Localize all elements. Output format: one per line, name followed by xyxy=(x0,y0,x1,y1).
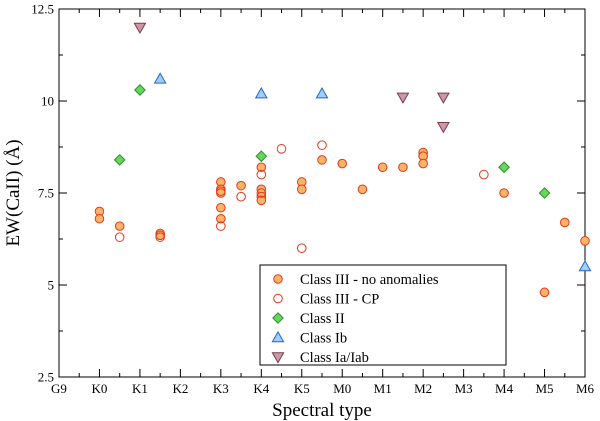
y-tick-label-7.5: 7.5 xyxy=(38,186,54,201)
point-series0-26 xyxy=(539,287,550,298)
point-series1-10 xyxy=(479,169,489,180)
legend-label-2: Class II xyxy=(300,311,345,327)
legend-label-4: Class Ia/Iab xyxy=(300,350,369,366)
x-tick-label-M6: M6 xyxy=(576,381,595,396)
legend-marker-3 xyxy=(271,330,285,343)
x-axis-label: Spectral type xyxy=(272,400,372,421)
point-series0-25 xyxy=(499,188,509,198)
point-series2-1 xyxy=(134,84,146,96)
point-series4-2 xyxy=(436,92,450,104)
point-series1-5 xyxy=(256,169,267,180)
point-series0-24 xyxy=(418,158,428,169)
point-series0-27 xyxy=(559,217,570,228)
point-series1-8 xyxy=(296,243,307,253)
x-tick-label-K5: K5 xyxy=(294,381,310,396)
x-tick-label-M2: M2 xyxy=(414,381,432,396)
point-series0-14 xyxy=(256,195,267,206)
data-points xyxy=(94,22,592,298)
x-tick-label-K0: K0 xyxy=(92,381,108,396)
x-tick-label-M0: M0 xyxy=(333,381,351,396)
point-series3-2 xyxy=(315,87,329,99)
y-axis-label: EW(CaII) (Å) xyxy=(3,139,24,246)
legend-label-0: Class III - no anomalies xyxy=(300,272,439,288)
point-series1-3 xyxy=(216,221,226,231)
axis-ticks: G9 K0 K1 K2 K3 K4 K5 M0 M1 M2 M3 M4 M5 M6 2.5 5 7.5 10 12.… xyxy=(31,2,594,397)
point-series1-1 xyxy=(155,232,165,242)
point-series0-19 xyxy=(357,184,368,195)
x-tick-label-M3: M3 xyxy=(455,381,473,396)
legend-marker-1 xyxy=(273,293,283,304)
x-tick-label-G9: G9 xyxy=(51,381,67,396)
point-series0-7 xyxy=(216,188,226,198)
point-series4-3 xyxy=(436,122,450,134)
point-series0-20 xyxy=(377,162,388,173)
y-tick-label-5: 5 xyxy=(48,278,55,293)
point-series1-0 xyxy=(114,232,125,242)
legend-label-3: Class Ib xyxy=(300,331,347,347)
point-series0-10 xyxy=(236,180,246,191)
legend-label-1: Class III - CP xyxy=(300,292,379,308)
point-series0-11 xyxy=(256,162,267,173)
point-series2-4 xyxy=(538,187,551,199)
x-tick-label-K3: K3 xyxy=(213,381,229,396)
point-series0-2 xyxy=(114,221,125,231)
point-series3-3 xyxy=(578,259,592,272)
x-tick-label-K1: K1 xyxy=(132,381,148,396)
legend: Class III - no anomalies Class III - CP Cl… xyxy=(259,264,507,366)
point-series1-9 xyxy=(317,140,327,150)
point-series1-2 xyxy=(216,186,226,196)
point-series2-3 xyxy=(498,161,510,174)
x-tick-label-M4: M4 xyxy=(495,381,514,396)
point-series0-9 xyxy=(216,213,226,224)
point-series1-4 xyxy=(236,191,246,202)
point-series0-8 xyxy=(216,202,226,213)
x-tick-label-M5: M5 xyxy=(536,381,554,396)
y-tick-label-12.5: 12.5 xyxy=(31,2,54,17)
point-series4-0 xyxy=(133,22,147,35)
y-tick-label-2.5: 2.5 xyxy=(38,370,54,385)
point-series0-17 xyxy=(317,155,327,165)
x-tick-label-M1: M1 xyxy=(374,381,392,396)
legend-marker-0 xyxy=(273,274,283,284)
point-series0-4 xyxy=(155,230,165,241)
legend-marker-2 xyxy=(272,312,284,324)
point-series0-21 xyxy=(398,162,408,173)
point-series4-1 xyxy=(396,92,410,104)
point-series3-1 xyxy=(254,87,268,99)
point-series1-6 xyxy=(256,188,267,198)
legend-box xyxy=(259,264,507,366)
point-series0-1 xyxy=(94,213,105,224)
point-series0-16 xyxy=(296,184,307,195)
point-series0-18 xyxy=(337,158,348,169)
legend-marker-4 xyxy=(271,352,285,364)
point-series2-2 xyxy=(255,150,268,163)
x-tick-label-K4: K4 xyxy=(253,381,269,396)
point-series3-0 xyxy=(153,72,167,84)
point-series0-28 xyxy=(580,236,590,246)
y-tick-label-10: 10 xyxy=(41,94,54,109)
x-tick-label-K2: K2 xyxy=(172,381,188,396)
point-series1-7 xyxy=(276,144,287,154)
point-series2-0 xyxy=(113,153,126,166)
